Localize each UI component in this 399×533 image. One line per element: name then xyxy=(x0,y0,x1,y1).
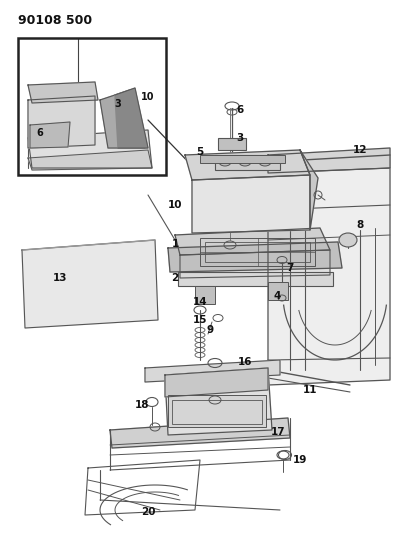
Bar xyxy=(200,238,315,266)
Polygon shape xyxy=(30,122,70,148)
Polygon shape xyxy=(185,150,310,180)
Polygon shape xyxy=(28,150,152,170)
Polygon shape xyxy=(180,250,330,278)
Text: 11: 11 xyxy=(303,385,317,395)
Polygon shape xyxy=(100,90,145,148)
Ellipse shape xyxy=(259,158,271,166)
Polygon shape xyxy=(175,228,330,255)
Bar xyxy=(172,400,262,424)
Polygon shape xyxy=(268,155,390,385)
Text: 16: 16 xyxy=(238,357,252,367)
Polygon shape xyxy=(28,130,152,168)
Bar xyxy=(18,38,166,175)
Polygon shape xyxy=(22,240,158,328)
Polygon shape xyxy=(110,418,290,448)
Polygon shape xyxy=(28,82,98,103)
Bar xyxy=(195,286,215,304)
Ellipse shape xyxy=(239,158,251,166)
Bar xyxy=(200,155,285,163)
Bar xyxy=(205,242,310,262)
Text: 6: 6 xyxy=(37,128,43,138)
Polygon shape xyxy=(115,88,148,148)
Polygon shape xyxy=(168,242,342,272)
Polygon shape xyxy=(192,175,310,233)
Text: 14: 14 xyxy=(193,297,207,307)
Ellipse shape xyxy=(339,233,357,247)
Text: 10: 10 xyxy=(168,200,182,210)
Text: 3: 3 xyxy=(115,99,121,109)
Polygon shape xyxy=(28,96,95,148)
Text: 5: 5 xyxy=(196,147,203,157)
Text: 18: 18 xyxy=(135,400,149,410)
Text: 2: 2 xyxy=(172,273,179,283)
Bar xyxy=(268,282,288,300)
Bar xyxy=(215,155,280,170)
Text: 7: 7 xyxy=(286,263,294,273)
Text: 4: 4 xyxy=(273,291,280,301)
Ellipse shape xyxy=(219,158,231,166)
Polygon shape xyxy=(268,148,390,173)
Text: 19: 19 xyxy=(293,455,307,465)
Text: 3: 3 xyxy=(236,133,244,143)
Text: 15: 15 xyxy=(193,315,207,325)
Polygon shape xyxy=(165,368,272,435)
Text: 17: 17 xyxy=(271,427,285,437)
Polygon shape xyxy=(165,368,268,397)
Text: 20: 20 xyxy=(141,507,155,517)
Polygon shape xyxy=(145,360,280,382)
Bar xyxy=(218,138,246,150)
Text: 10: 10 xyxy=(141,92,155,102)
Text: 9: 9 xyxy=(206,325,213,335)
Text: 90108 500: 90108 500 xyxy=(18,14,92,27)
Text: 6: 6 xyxy=(236,105,244,115)
Bar xyxy=(178,272,333,286)
Text: 12: 12 xyxy=(353,145,367,155)
Polygon shape xyxy=(300,150,318,230)
Text: 13: 13 xyxy=(53,273,67,283)
Bar xyxy=(168,395,266,427)
Text: 1: 1 xyxy=(172,239,179,249)
Text: 8: 8 xyxy=(356,220,363,230)
